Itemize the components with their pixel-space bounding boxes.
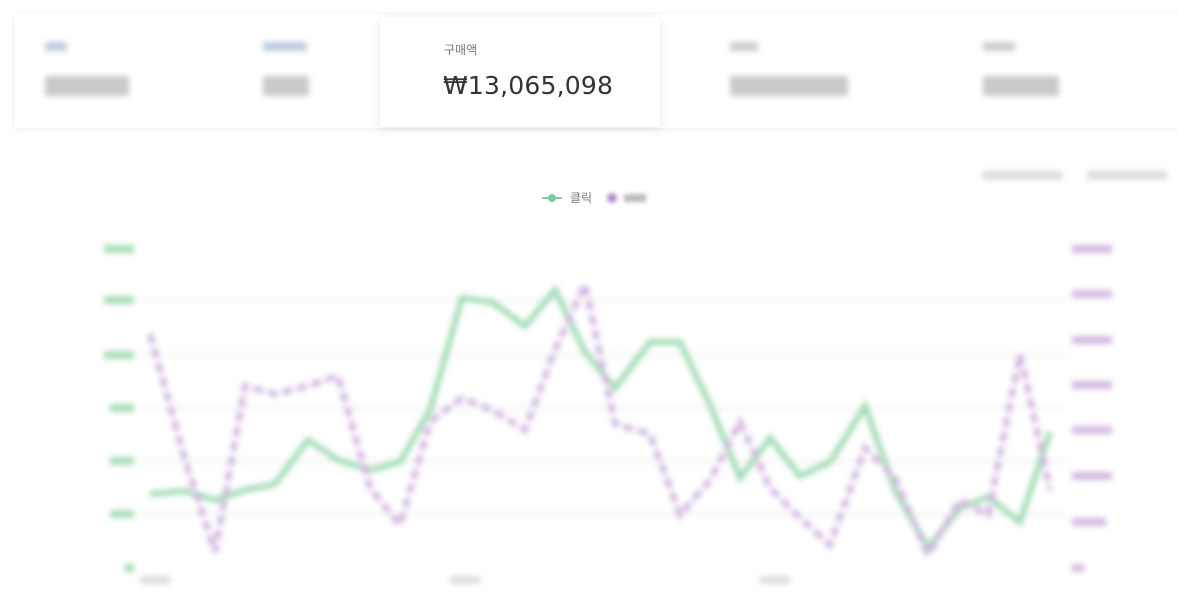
blurred-controls	[982, 168, 1172, 182]
legend-label: 클릭	[570, 191, 593, 205]
legend[interactable]: 클릭	[540, 189, 658, 206]
blurred-chart	[104, 245, 1112, 584]
kpi-label: 구매액	[444, 43, 478, 57]
kpi-card[interactable]: 구매액 ₩13,065,098	[380, 17, 660, 127]
kpi-value: ₩13,065,098	[443, 71, 614, 100]
legend-swatch	[542, 193, 562, 202]
legend-blurred	[607, 192, 647, 203]
